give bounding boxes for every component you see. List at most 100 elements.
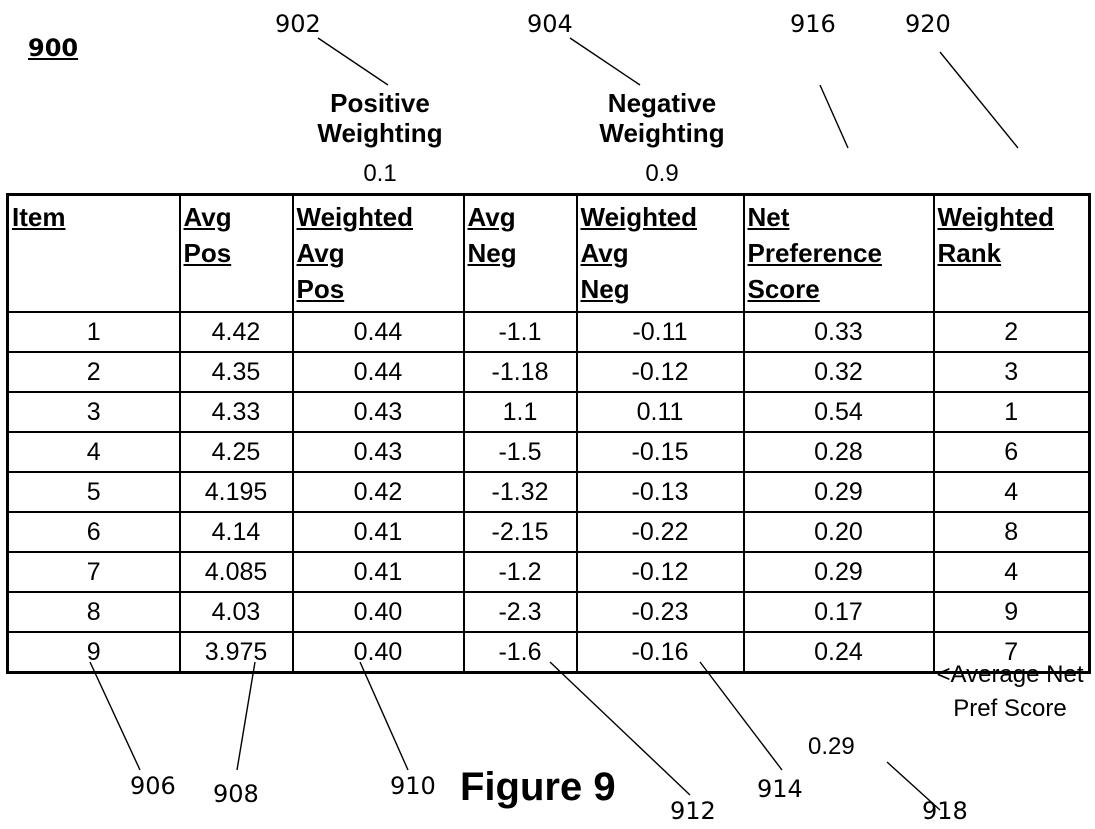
header-row: Item Avg Pos Weighted Avg Pos Avg Neg We… (6, 193, 1091, 313)
cell-avg-pos: 3.975 (178, 631, 294, 674)
cell-weighted-avg-pos: 0.40 (291, 631, 465, 674)
cell-net-preference: 0.17 (742, 591, 935, 633)
cell-avg-neg: -2.15 (462, 511, 578, 553)
cell-net-preference: 0.28 (742, 431, 935, 473)
cell-avg-pos: 4.33 (178, 391, 294, 433)
cell-item: 7 (6, 551, 181, 593)
average-net-pref-label: <Average Net Pref Score (936, 661, 1084, 722)
cell-net-preference: 0.33 (742, 311, 935, 353)
cell-avg-neg: 1.1 (462, 391, 578, 433)
figure-title: Figure 9 (460, 765, 616, 809)
ref-906: 906 (130, 772, 176, 800)
cell-avg-neg: -1.2 (462, 551, 578, 593)
ref-916: 916 (790, 10, 836, 38)
cell-weighted-avg-neg: -0.15 (575, 431, 745, 473)
leader-920 (939, 51, 1019, 149)
leader-902 (317, 37, 389, 86)
leader-918 (886, 761, 941, 811)
cell-weighted-avg-neg: -0.22 (575, 511, 745, 553)
negative-weighting-value: 0.9 (645, 160, 679, 187)
table-row: 5 4.195 0.42 -1.32 -0.13 0.29 4 (6, 471, 1091, 513)
cell-weighted-avg-pos: 0.41 (291, 511, 465, 553)
preference-table: Item Avg Pos Weighted Avg Pos Avg Neg We… (6, 193, 1091, 674)
ref-904: 904 (527, 10, 573, 38)
cell-avg-neg: -1.6 (462, 631, 578, 674)
figure-label: 900 (28, 34, 79, 62)
cell-weighted-avg-pos: 0.40 (291, 591, 465, 633)
table-row: 1 4.42 0.44 -1.1 -0.11 0.33 2 (6, 311, 1091, 353)
ref-918: 918 (922, 797, 968, 825)
cell-net-preference: 0.32 (742, 351, 935, 393)
col-avg-neg-header: Avg Neg (462, 193, 578, 313)
cell-weighted-rank: 4 (932, 551, 1091, 593)
cell-item: 9 (6, 631, 181, 674)
cell-avg-pos: 4.03 (178, 591, 294, 633)
leader-908 (236, 661, 256, 771)
cell-net-preference: 0.20 (742, 511, 935, 553)
cell-item: 5 (6, 471, 181, 513)
average-net-pref-value: 0.29 (808, 733, 855, 760)
leader-912 (549, 661, 691, 796)
cell-weighted-avg-neg: -0.12 (575, 551, 745, 593)
col-net-preference-header: Net Preference Score (742, 193, 935, 313)
cell-net-preference: 0.54 (742, 391, 935, 433)
leader-904 (569, 37, 641, 86)
cell-weighted-avg-neg: -0.12 (575, 351, 745, 393)
cell-weighted-rank: 8 (932, 511, 1091, 553)
ref-910: 910 (390, 772, 436, 800)
col-weighted-rank-header: Weighted Rank (932, 193, 1091, 313)
table-row: 8 4.03 0.40 -2.3 -0.23 0.17 9 (6, 591, 1091, 633)
cell-avg-pos: 4.42 (178, 311, 294, 353)
ref-902: 902 (275, 10, 321, 38)
positive-weighting-value: 0.1 (363, 160, 397, 187)
ref-908: 908 (213, 780, 259, 808)
cell-weighted-rank: 2 (932, 311, 1091, 353)
cell-weighted-avg-pos: 0.43 (291, 431, 465, 473)
cell-weighted-avg-neg: -0.13 (575, 471, 745, 513)
cell-net-preference: 0.29 (742, 471, 935, 513)
cell-weighted-rank: 4 (932, 471, 1091, 513)
cell-avg-neg: -2.3 (462, 591, 578, 633)
cell-avg-pos: 4.14 (178, 511, 294, 553)
cell-weighted-avg-pos: 0.41 (291, 551, 465, 593)
cell-weighted-rank: 7 (932, 631, 1091, 674)
cell-avg-neg: -1.1 (462, 311, 578, 353)
leader-910 (359, 661, 409, 771)
negative-weighting-title: Negative Weighting (599, 88, 725, 148)
cell-weighted-avg-neg: -0.11 (575, 311, 745, 353)
cell-item: 4 (6, 431, 181, 473)
cell-item: 2 (6, 351, 181, 393)
col-weighted-avg-pos-header: Weighted Avg Pos (291, 193, 465, 313)
table-row: 6 4.14 0.41 -2.15 -0.22 0.20 8 (6, 511, 1091, 553)
cell-weighted-avg-pos: 0.42 (291, 471, 465, 513)
cell-weighted-rank: 6 (932, 431, 1091, 473)
col-item-header: Item (6, 193, 181, 313)
cell-weighted-rank: 9 (932, 591, 1091, 633)
cell-avg-neg: -1.5 (462, 431, 578, 473)
cell-item: 8 (6, 591, 181, 633)
table-row: 3 4.33 0.43 1.1 0.11 0.54 1 (6, 391, 1091, 433)
cell-avg-pos: 4.35 (178, 351, 294, 393)
cell-net-preference: 0.29 (742, 551, 935, 593)
cell-item: 3 (6, 391, 181, 433)
cell-avg-pos: 4.195 (178, 471, 294, 513)
table-row: 2 4.35 0.44 -1.18 -0.12 0.32 3 (6, 351, 1091, 393)
cell-net-preference: 0.24 (742, 631, 935, 674)
cell-item: 1 (6, 311, 181, 353)
ref-920: 920 (905, 10, 951, 38)
ref-914: 914 (757, 775, 803, 803)
cell-weighted-avg-neg: -0.16 (575, 631, 745, 674)
table-row: 7 4.085 0.41 -1.2 -0.12 0.29 4 (6, 551, 1091, 593)
col-avg-pos-header: Avg Pos (178, 193, 294, 313)
cell-avg-pos: 4.25 (178, 431, 294, 473)
cell-avg-pos: 4.085 (178, 551, 294, 593)
leader-916 (819, 84, 849, 149)
cell-weighted-rank: 1 (932, 391, 1091, 433)
cell-avg-neg: -1.32 (462, 471, 578, 513)
table-row: 4 4.25 0.43 -1.5 -0.15 0.28 6 (6, 431, 1091, 473)
cell-weighted-avg-neg: -0.23 (575, 591, 745, 633)
cell-weighted-avg-pos: 0.44 (291, 351, 465, 393)
table-row: 9 3.975 0.40 -1.6 -0.16 0.24 7 (6, 631, 1091, 674)
